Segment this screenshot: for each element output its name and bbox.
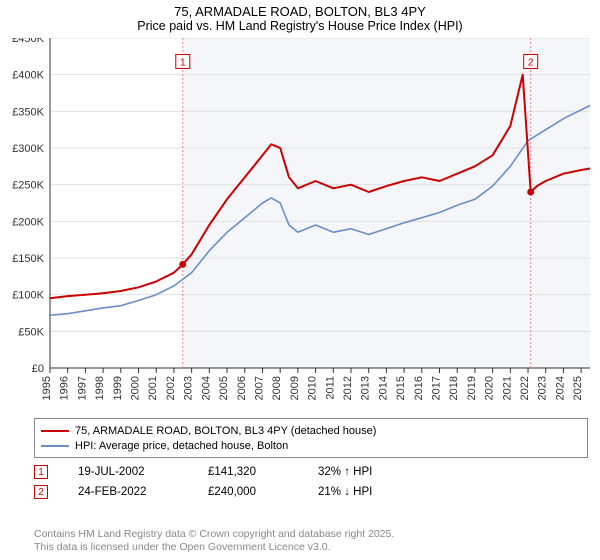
datapoint-marker-icon: 1 <box>34 465 48 479</box>
svg-text:£250K: £250K <box>12 180 44 192</box>
svg-text:£150K: £150K <box>12 253 44 265</box>
svg-text:2018: 2018 <box>448 376 460 400</box>
svg-text:2002: 2002 <box>165 376 177 400</box>
svg-text:£300K: £300K <box>12 143 44 155</box>
svg-text:2015: 2015 <box>395 376 407 400</box>
svg-text:1999: 1999 <box>112 376 124 400</box>
svg-text:2025: 2025 <box>572 376 584 400</box>
datapoint-marker-icon: 2 <box>34 485 48 499</box>
legend-label-hpi: HPI: Average price, detached house, Bolt… <box>75 440 288 452</box>
svg-text:£400K: £400K <box>12 70 44 82</box>
datapoint-date: 24-FEB-2022 <box>78 486 208 498</box>
svg-text:2: 2 <box>528 57 534 68</box>
datapoint-delta: 21% ↓ HPI <box>318 486 438 498</box>
legend-label-property: 75, ARMADALE ROAD, BOLTON, BL3 4PY (deta… <box>75 425 376 437</box>
svg-text:2017: 2017 <box>431 376 443 400</box>
svg-text:2014: 2014 <box>377 376 389 400</box>
svg-text:2011: 2011 <box>324 376 336 400</box>
svg-text:1995: 1995 <box>41 376 53 400</box>
svg-text:2006: 2006 <box>236 376 248 400</box>
svg-text:2000: 2000 <box>130 376 142 400</box>
svg-text:1: 1 <box>180 57 186 68</box>
svg-text:2013: 2013 <box>360 376 372 400</box>
svg-text:2010: 2010 <box>307 376 319 400</box>
legend-row-property: 75, ARMADALE ROAD, BOLTON, BL3 4PY (deta… <box>41 423 581 438</box>
datapoint-date: 19-JUL-2002 <box>78 466 208 478</box>
datapoint-delta: 32% ↑ HPI <box>318 466 438 478</box>
svg-text:1996: 1996 <box>59 376 71 400</box>
svg-text:£350K: £350K <box>12 106 44 118</box>
datapoint-price: £240,000 <box>208 486 318 498</box>
svg-text:2016: 2016 <box>413 376 425 400</box>
svg-text:2021: 2021 <box>501 376 513 400</box>
svg-text:£200K: £200K <box>12 216 44 228</box>
footer-line2: This data is licensed under the Open Gov… <box>34 541 394 554</box>
chart-title-line1: 75, ARMADALE ROAD, BOLTON, BL3 4PY <box>0 0 600 19</box>
svg-text:£100K: £100K <box>12 290 44 302</box>
svg-text:2022: 2022 <box>519 376 531 400</box>
svg-text:£0: £0 <box>32 363 44 375</box>
svg-text:2008: 2008 <box>271 376 283 400</box>
datapoints-list: 1 19-JUL-2002 £141,320 32% ↑ HPI 2 24-FE… <box>34 462 438 502</box>
svg-text:2024: 2024 <box>554 376 566 400</box>
datapoint-row: 2 24-FEB-2022 £240,000 21% ↓ HPI <box>34 482 438 502</box>
svg-text:2012: 2012 <box>342 376 354 400</box>
datapoint-row: 1 19-JUL-2002 £141,320 32% ↑ HPI <box>34 462 438 482</box>
svg-text:2009: 2009 <box>289 376 301 400</box>
chart-area: £0 £50K £100K £150K £200K £250K £300K £350K £400… <box>0 38 600 418</box>
legend: 75, ARMADALE ROAD, BOLTON, BL3 4PY (deta… <box>34 418 588 458</box>
datapoint-price: £141,320 <box>208 466 318 478</box>
svg-text:2019: 2019 <box>466 376 478 400</box>
svg-text:2004: 2004 <box>200 376 212 400</box>
footer-attribution: Contains HM Land Registry data © Crown c… <box>34 528 394 554</box>
footer-line1: Contains HM Land Registry data © Crown c… <box>34 528 394 541</box>
svg-text:£50K: £50K <box>18 326 44 338</box>
svg-text:2003: 2003 <box>183 376 195 400</box>
legend-swatch-hpi <box>41 445 69 447</box>
svg-text:2007: 2007 <box>253 376 265 400</box>
svg-text:2020: 2020 <box>484 376 496 400</box>
svg-text:2023: 2023 <box>537 376 549 400</box>
chart-title-line2: Price paid vs. HM Land Registry's House … <box>0 19 600 35</box>
svg-text:£450K: £450K <box>12 38 44 45</box>
svg-text:1997: 1997 <box>76 376 88 400</box>
svg-text:2005: 2005 <box>218 376 230 400</box>
svg-text:1998: 1998 <box>94 376 106 400</box>
legend-row-hpi: HPI: Average price, detached house, Bolt… <box>41 438 581 453</box>
chart-svg: £0 £50K £100K £150K £200K £250K £300K £350K £400… <box>0 38 600 418</box>
legend-swatch-property <box>41 430 69 432</box>
svg-text:2001: 2001 <box>147 376 159 400</box>
